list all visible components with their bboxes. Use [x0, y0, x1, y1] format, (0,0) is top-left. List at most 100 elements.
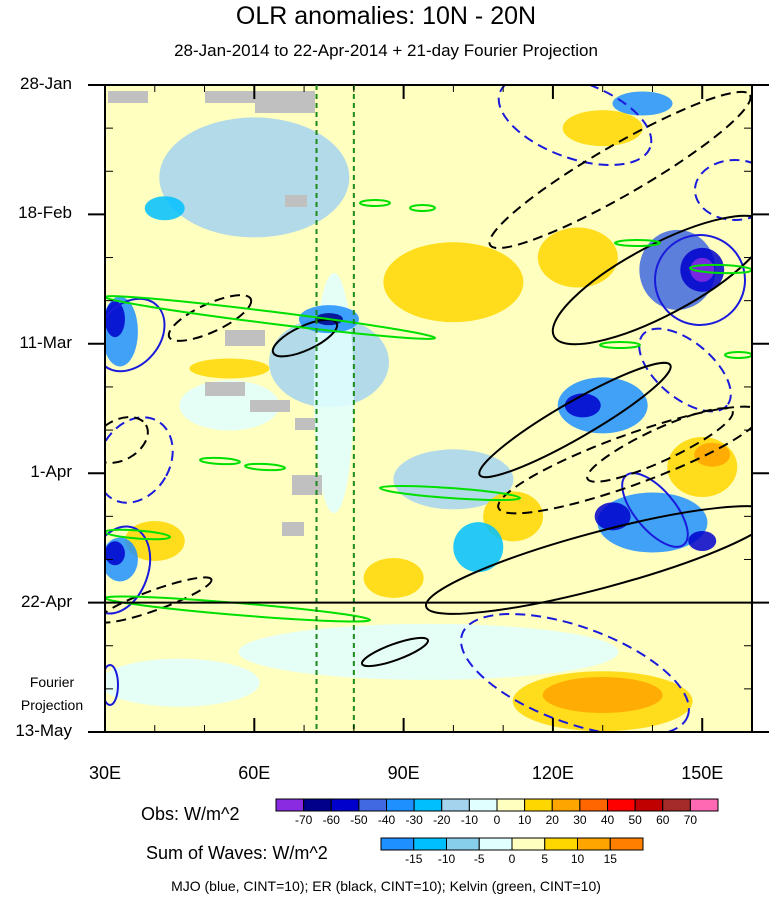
waves-colorbar-tick-label: 0: [508, 852, 516, 866]
waves-colorbar-tick-label: -15: [405, 852, 423, 866]
y-tick-label: 13-May: [15, 721, 72, 740]
x-tick-label: 90E: [387, 763, 420, 783]
chart-subtitle: 28-Jan-2014 to 22-Apr-2014 + 21-day Four…: [174, 41, 598, 60]
fourier-projection-line: Projection: [20, 697, 84, 713]
y-tick-label: 28-Jan: [20, 74, 72, 93]
field-patch: [105, 541, 125, 566]
mjo-contour: [105, 664, 119, 706]
mjo-contour: [105, 525, 152, 615]
missing-data-box: [250, 400, 290, 412]
field-patch: [105, 658, 260, 707]
obs-colorbar-box: [551, 798, 581, 812]
field-patch: [363, 557, 424, 598]
obs-colorbar-tick-label: 0: [493, 813, 501, 827]
obs-colorbar-title: Obs: W/m^2: [141, 804, 240, 824]
olr-anomaly-field: [105, 85, 752, 732]
waves-colorbar-tick-label: -10: [437, 852, 456, 866]
fourier-projection-label: Fourier Projection: [12, 671, 92, 717]
mjo-contour: [638, 327, 732, 413]
er-contour: [488, 90, 752, 250]
mjo-contour: [654, 234, 746, 326]
obs-colorbar-box: [386, 798, 415, 812]
kelvin-contour: [198, 456, 242, 466]
waves-colorbar-title: Sum of Waves: W/m^2: [146, 843, 328, 863]
obs-colorbar-tick-label: -10: [460, 813, 479, 827]
missing-data-box: [108, 91, 148, 103]
obs-colorbar-tick-label: 30: [573, 813, 587, 827]
waves-colorbar-tick-label: 5: [541, 852, 549, 866]
obs-colorbar-box: [358, 798, 387, 812]
waves-colorbar-box: [511, 837, 546, 851]
y-tick-label: 1-Apr: [30, 462, 72, 482]
field-patch: [557, 377, 648, 434]
waves-colorbar-box: [413, 837, 447, 851]
kelvin-contour: [359, 199, 391, 207]
missing-data-box: [285, 195, 307, 207]
kelvin-contour: [614, 239, 661, 247]
y-tick-label: 18-Feb: [18, 203, 72, 223]
er-contour: [478, 361, 672, 479]
y-tick-label: 22-Apr: [20, 591, 72, 611]
obs-colorbar-tick-label: 20: [545, 813, 559, 827]
obs-colorbar-tick-label: -30: [405, 813, 423, 827]
obs-colorbar-box: [496, 798, 526, 812]
waves-colorbar-box: [380, 837, 415, 851]
kelvin-contour: [378, 484, 522, 502]
er-contour: [424, 505, 752, 615]
field-patch: [688, 530, 717, 551]
obs-colorbar-box: [275, 798, 305, 812]
kelvin-contour: [688, 263, 752, 275]
plot-frame: [88, 84, 769, 733]
obs-colorbar-box: [413, 798, 443, 812]
fourier-projection-line: Fourier: [29, 674, 75, 690]
field-patch: [594, 502, 631, 531]
x-tick-label: 60E: [238, 763, 271, 783]
mjo-contour: [105, 416, 174, 504]
missing-data-box: [292, 475, 322, 495]
field-patch: [159, 117, 350, 238]
waves-colorbar-box: [478, 837, 513, 851]
obs-colorbar-box: [330, 798, 360, 812]
x-tick-label: 150E: [681, 763, 724, 783]
waves-colorbar-box: [577, 837, 611, 851]
x-tick-label: 30E: [88, 763, 122, 783]
er-contour: [497, 405, 752, 515]
chart-title: OLR anomalies: 10N - 20N: [235, 2, 537, 30]
obs-colorbar-tick-label: 60: [656, 813, 670, 827]
obs-colorbar-tick-label: 10: [517, 813, 532, 827]
obs-colorbar-tick-label: -50: [350, 813, 368, 827]
field-patch: [453, 522, 504, 573]
er-contour: [551, 214, 752, 346]
obs-colorbar-box: [441, 798, 470, 812]
er-contour: [167, 294, 253, 342]
missing-data-box: [282, 522, 304, 536]
plot-border: [104, 84, 753, 733]
er-contour: [105, 576, 213, 624]
er-contour: [586, 407, 734, 483]
obs-colorbar-box: [662, 798, 691, 812]
waves-colorbar-tick-label: 15: [603, 852, 617, 866]
kelvin-contour: [243, 462, 287, 472]
kelvin-contour: [599, 341, 641, 349]
mjo-contour: [694, 159, 752, 221]
er-contour: [105, 416, 149, 464]
missing-data-box: [255, 91, 315, 113]
missing-data-box: [205, 382, 245, 396]
obs-colorbar-tick-label: 50: [628, 813, 642, 827]
mjo-contour: [460, 613, 690, 732]
er-contour: [360, 636, 430, 668]
field-patch: [612, 91, 673, 116]
missing-data-box: [205, 91, 260, 103]
field-patch: [537, 227, 618, 288]
waves-colorbar-box: [446, 837, 480, 851]
mjo-contour: [497, 85, 653, 166]
waves-colorbar-box: [544, 837, 578, 851]
mjo-contour: [621, 472, 689, 548]
obs-colorbar-box: [689, 798, 719, 812]
contour-legend-note: MJO (blue, CINT=10); ER (black, CINT=10)…: [171, 878, 601, 894]
field-patch: [564, 393, 601, 418]
kelvin-contour: [409, 204, 436, 212]
missing-data-box: [295, 418, 315, 430]
obs-colorbar-box: [524, 798, 553, 812]
